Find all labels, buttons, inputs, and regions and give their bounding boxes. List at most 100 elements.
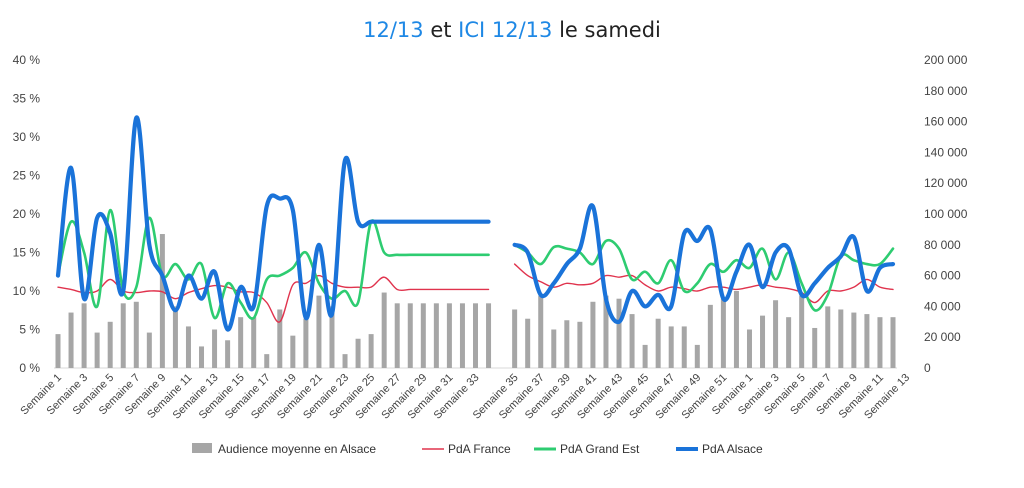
bar-audience — [746, 329, 752, 368]
bar-audience — [864, 314, 870, 368]
bar-audience — [564, 320, 570, 368]
bar-audience — [446, 303, 452, 368]
y-left-tick-label: 10 % — [13, 284, 41, 298]
bar-audience — [172, 306, 178, 368]
bar-audience — [473, 303, 478, 368]
bar-audience — [512, 309, 518, 368]
bar-audience — [642, 344, 648, 368]
y-right-tick-label: 120 000 — [924, 176, 968, 190]
bar-audience — [55, 334, 61, 368]
bar-audience — [107, 321, 113, 368]
bar-audience — [303, 318, 309, 368]
bar-audience — [120, 303, 126, 368]
bar-audience — [212, 329, 218, 368]
bar-audience — [538, 295, 544, 368]
bar-audience — [225, 340, 231, 368]
bar-audience — [459, 303, 465, 368]
bar-audience — [68, 312, 74, 368]
line-pda-france — [57, 274, 490, 323]
y-left-tick-label: 40 % — [13, 53, 41, 67]
bar-audience — [316, 295, 322, 368]
bar-audience — [525, 318, 531, 368]
y-right-tick-label: 80 000 — [924, 238, 961, 252]
bar-audience — [264, 354, 270, 368]
legend-label: PdA France — [448, 442, 511, 456]
bar-audience — [329, 306, 335, 368]
y-left-tick-label: 5 % — [19, 323, 40, 337]
bar-audience — [420, 303, 426, 368]
bar-audience — [838, 309, 844, 368]
bar-audience — [433, 303, 439, 368]
title-part-3: ICI 12/13 — [458, 18, 553, 42]
bar-audience — [890, 317, 896, 368]
title-part-2: et — [423, 18, 459, 42]
bar-audience — [694, 344, 700, 368]
bar-audience — [681, 326, 687, 368]
bar-audience — [760, 315, 766, 368]
bar-audience — [812, 327, 818, 368]
bar-audience — [133, 301, 139, 368]
line-pda-grand-est — [56, 208, 490, 320]
bar-audience — [251, 317, 257, 368]
title-part-1: 12/13 — [363, 18, 424, 42]
y-right-tick-label: 140 000 — [924, 145, 968, 159]
bar-audience — [577, 321, 583, 368]
bar-audience — [355, 338, 361, 368]
bar-audience — [877, 317, 883, 368]
y-right-tick-label: 180 000 — [924, 84, 968, 98]
bar-audience — [290, 335, 296, 368]
legend-label: Audience moyenne en Alsace — [218, 442, 376, 456]
legend-label: PdA Alsace — [702, 442, 763, 456]
y-right-tick-label: 200 000 — [924, 53, 968, 67]
bar-audience — [733, 291, 739, 368]
bar-audience — [629, 314, 635, 368]
y-right-tick-label: 60 000 — [924, 269, 961, 283]
bar-audience — [185, 326, 191, 368]
y-right-tick-label: 100 000 — [924, 207, 968, 221]
bar-audience — [720, 298, 726, 368]
y-left-tick-label: 30 % — [13, 130, 41, 144]
bar-audience — [551, 329, 557, 368]
y-left-tick-label: 20 % — [13, 207, 41, 221]
bar-audience — [773, 300, 779, 368]
line-pda-alsace — [512, 203, 896, 325]
y-right-tick-label: 20 000 — [924, 330, 961, 344]
bar-audience — [342, 354, 348, 368]
bar-audience — [277, 309, 283, 368]
line-pda-grand-est — [513, 238, 895, 312]
y-left-tick-label: 15 % — [13, 246, 41, 260]
y-left-tick-label: 35 % — [13, 92, 41, 106]
bar-audience — [668, 326, 674, 368]
y-left-tick-label: 0 % — [19, 361, 40, 375]
legend-label: PdA Grand Est — [560, 442, 640, 456]
bar-audience — [381, 292, 387, 368]
bar-audience — [707, 304, 713, 368]
bar-audience — [394, 303, 400, 368]
bar-audience — [616, 298, 622, 368]
bar-audience — [199, 346, 205, 368]
bar-audience — [486, 303, 492, 368]
chart-title: 12/13 et ICI 12/13 le samedi — [0, 18, 1024, 42]
line-pda-alsace — [55, 115, 491, 332]
bar-audience — [94, 332, 100, 368]
bar-audience — [368, 334, 374, 368]
bar-audience — [407, 303, 413, 368]
bar-audience — [799, 295, 805, 368]
bar-audience — [146, 332, 152, 368]
title-part-4: le samedi — [552, 18, 661, 42]
bar-audience — [81, 303, 87, 368]
y-right-tick-label: 160 000 — [924, 115, 968, 129]
bar-audience — [603, 295, 609, 368]
bar-audience — [786, 317, 792, 368]
bar-audience — [825, 306, 831, 368]
legend-swatch-bar — [192, 443, 212, 453]
y-left-tick-label: 25 % — [13, 169, 41, 183]
bar-audience — [655, 318, 661, 368]
y-right-tick-label: 40 000 — [924, 299, 961, 313]
bar-audience — [851, 312, 857, 368]
bar-audience — [159, 234, 165, 368]
bar-audience — [590, 301, 596, 368]
y-right-tick-label: 0 — [924, 361, 931, 375]
